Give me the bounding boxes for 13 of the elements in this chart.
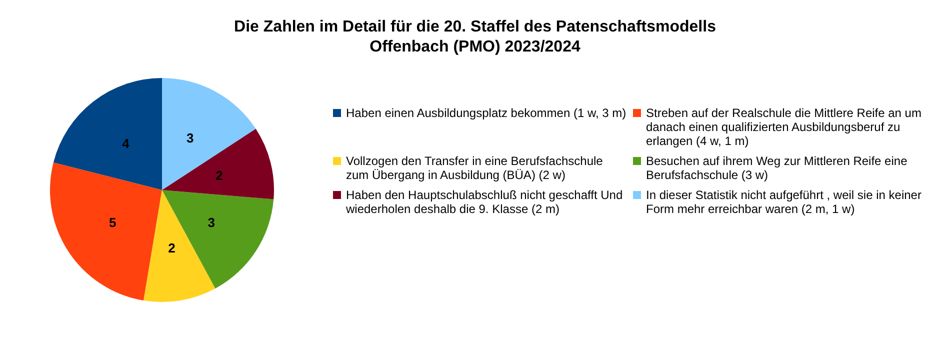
data-label: 2 — [168, 240, 176, 256]
legend-label: Vollzogen den Transfer in eine Berufsfachschule zum Übergang in Ausbildung (BÜA) (2 w) — [346, 154, 604, 182]
data-label: 5 — [108, 214, 116, 230]
legend-label: Haben den Hauptschulabschluß nicht geschafft Und wiederholen deshalb die 9. Klasse (2 m) — [346, 188, 624, 216]
legend-label: In dieser Statistik nicht aufgeführt , weil sie in keiner Form mehr erreichbar waren (2 m, 1 w) — [646, 188, 922, 216]
data-label: 4 — [122, 136, 130, 151]
data-label: 3 — [186, 130, 194, 146]
chart-title: Die Zahlen im Detail für die 20. Staffel des Patenschaftsmodells Offenbach (PMO) 2023/2024 — [234, 18, 716, 56]
legend-label: Streben auf der Realschule die Mittlere Reife an um danach einen qualifizierten Ausbildungsberuf zu erlangen (4 w, 1 m) — [646, 106, 922, 148]
data-label: 2 — [216, 168, 223, 184]
data-label: 3 — [208, 214, 216, 230]
legend-label: Besuchen auf ihrem Weg zur Mittleren Reife eine Berufsfachschule (3 w) — [646, 154, 908, 182]
legend-label: Haben einen Ausbildungsplatz bekommen (1 w, 3 m) — [346, 106, 626, 120]
